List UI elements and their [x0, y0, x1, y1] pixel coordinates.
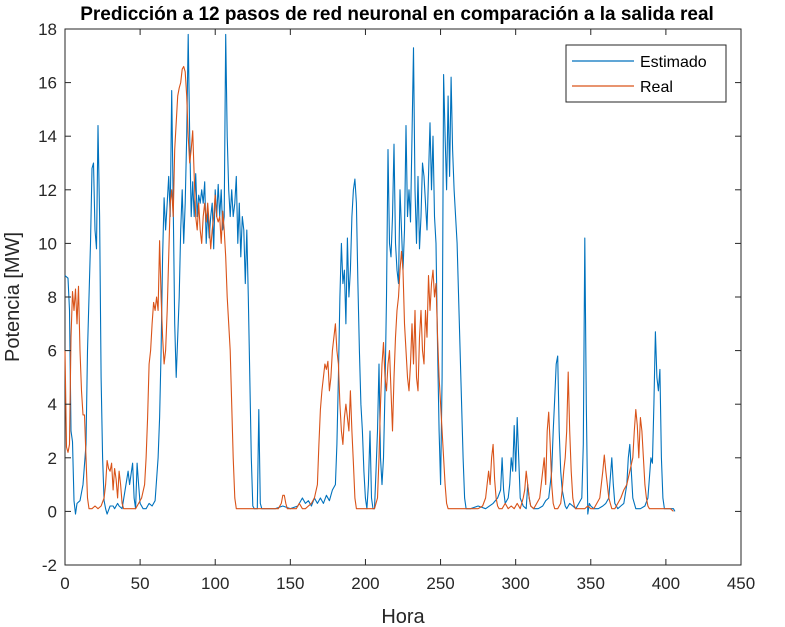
- x-tick-label: 400: [652, 574, 680, 593]
- y-tick-label: -2: [42, 556, 57, 575]
- y-tick-label: 16: [38, 74, 57, 93]
- x-tick-label: 0: [60, 574, 69, 593]
- legend-label-estimado: Estimado: [640, 54, 707, 71]
- series-line-estimado: [64, 33, 676, 515]
- x-tick-label: 350: [577, 574, 605, 593]
- x-tick-label: 450: [727, 574, 755, 593]
- series-layer: [64, 33, 676, 515]
- x-axis-label: Hora: [381, 606, 425, 627]
- y-tick-label: 12: [38, 181, 57, 200]
- x-tick-label: 150: [276, 574, 304, 593]
- x-tick-label: 100: [201, 574, 229, 593]
- y-tick-label: 2: [48, 449, 57, 468]
- chart-title: Predicción a 12 pasos de red neuronal en…: [80, 4, 714, 25]
- x-tick-label: 50: [131, 574, 150, 593]
- y-tick-label: 8: [48, 288, 57, 307]
- x-tick-label: 300: [501, 574, 529, 593]
- x-tick-label: 250: [426, 574, 454, 593]
- plot-area: [64, 28, 742, 566]
- legend-label-real: Real: [640, 79, 673, 96]
- y-tick-label: 6: [48, 342, 57, 361]
- y-axis-label: Potencia [MW]: [2, 232, 24, 362]
- y-tick-label: 10: [38, 234, 57, 253]
- y-tick-label: 0: [48, 502, 57, 521]
- x-tick-label: 200: [351, 574, 379, 593]
- ticks-layer: 0 50 100 150 200 250 300 350 400 450-202468101214…: [38, 20, 755, 593]
- y-tick-label: 14: [38, 127, 57, 146]
- y-tick-label: 18: [38, 20, 57, 39]
- series-line-real: [64, 65, 674, 512]
- legend-box: [565, 44, 727, 103]
- legend: Estimado Real: [565, 44, 727, 103]
- y-tick-label: 4: [48, 395, 57, 414]
